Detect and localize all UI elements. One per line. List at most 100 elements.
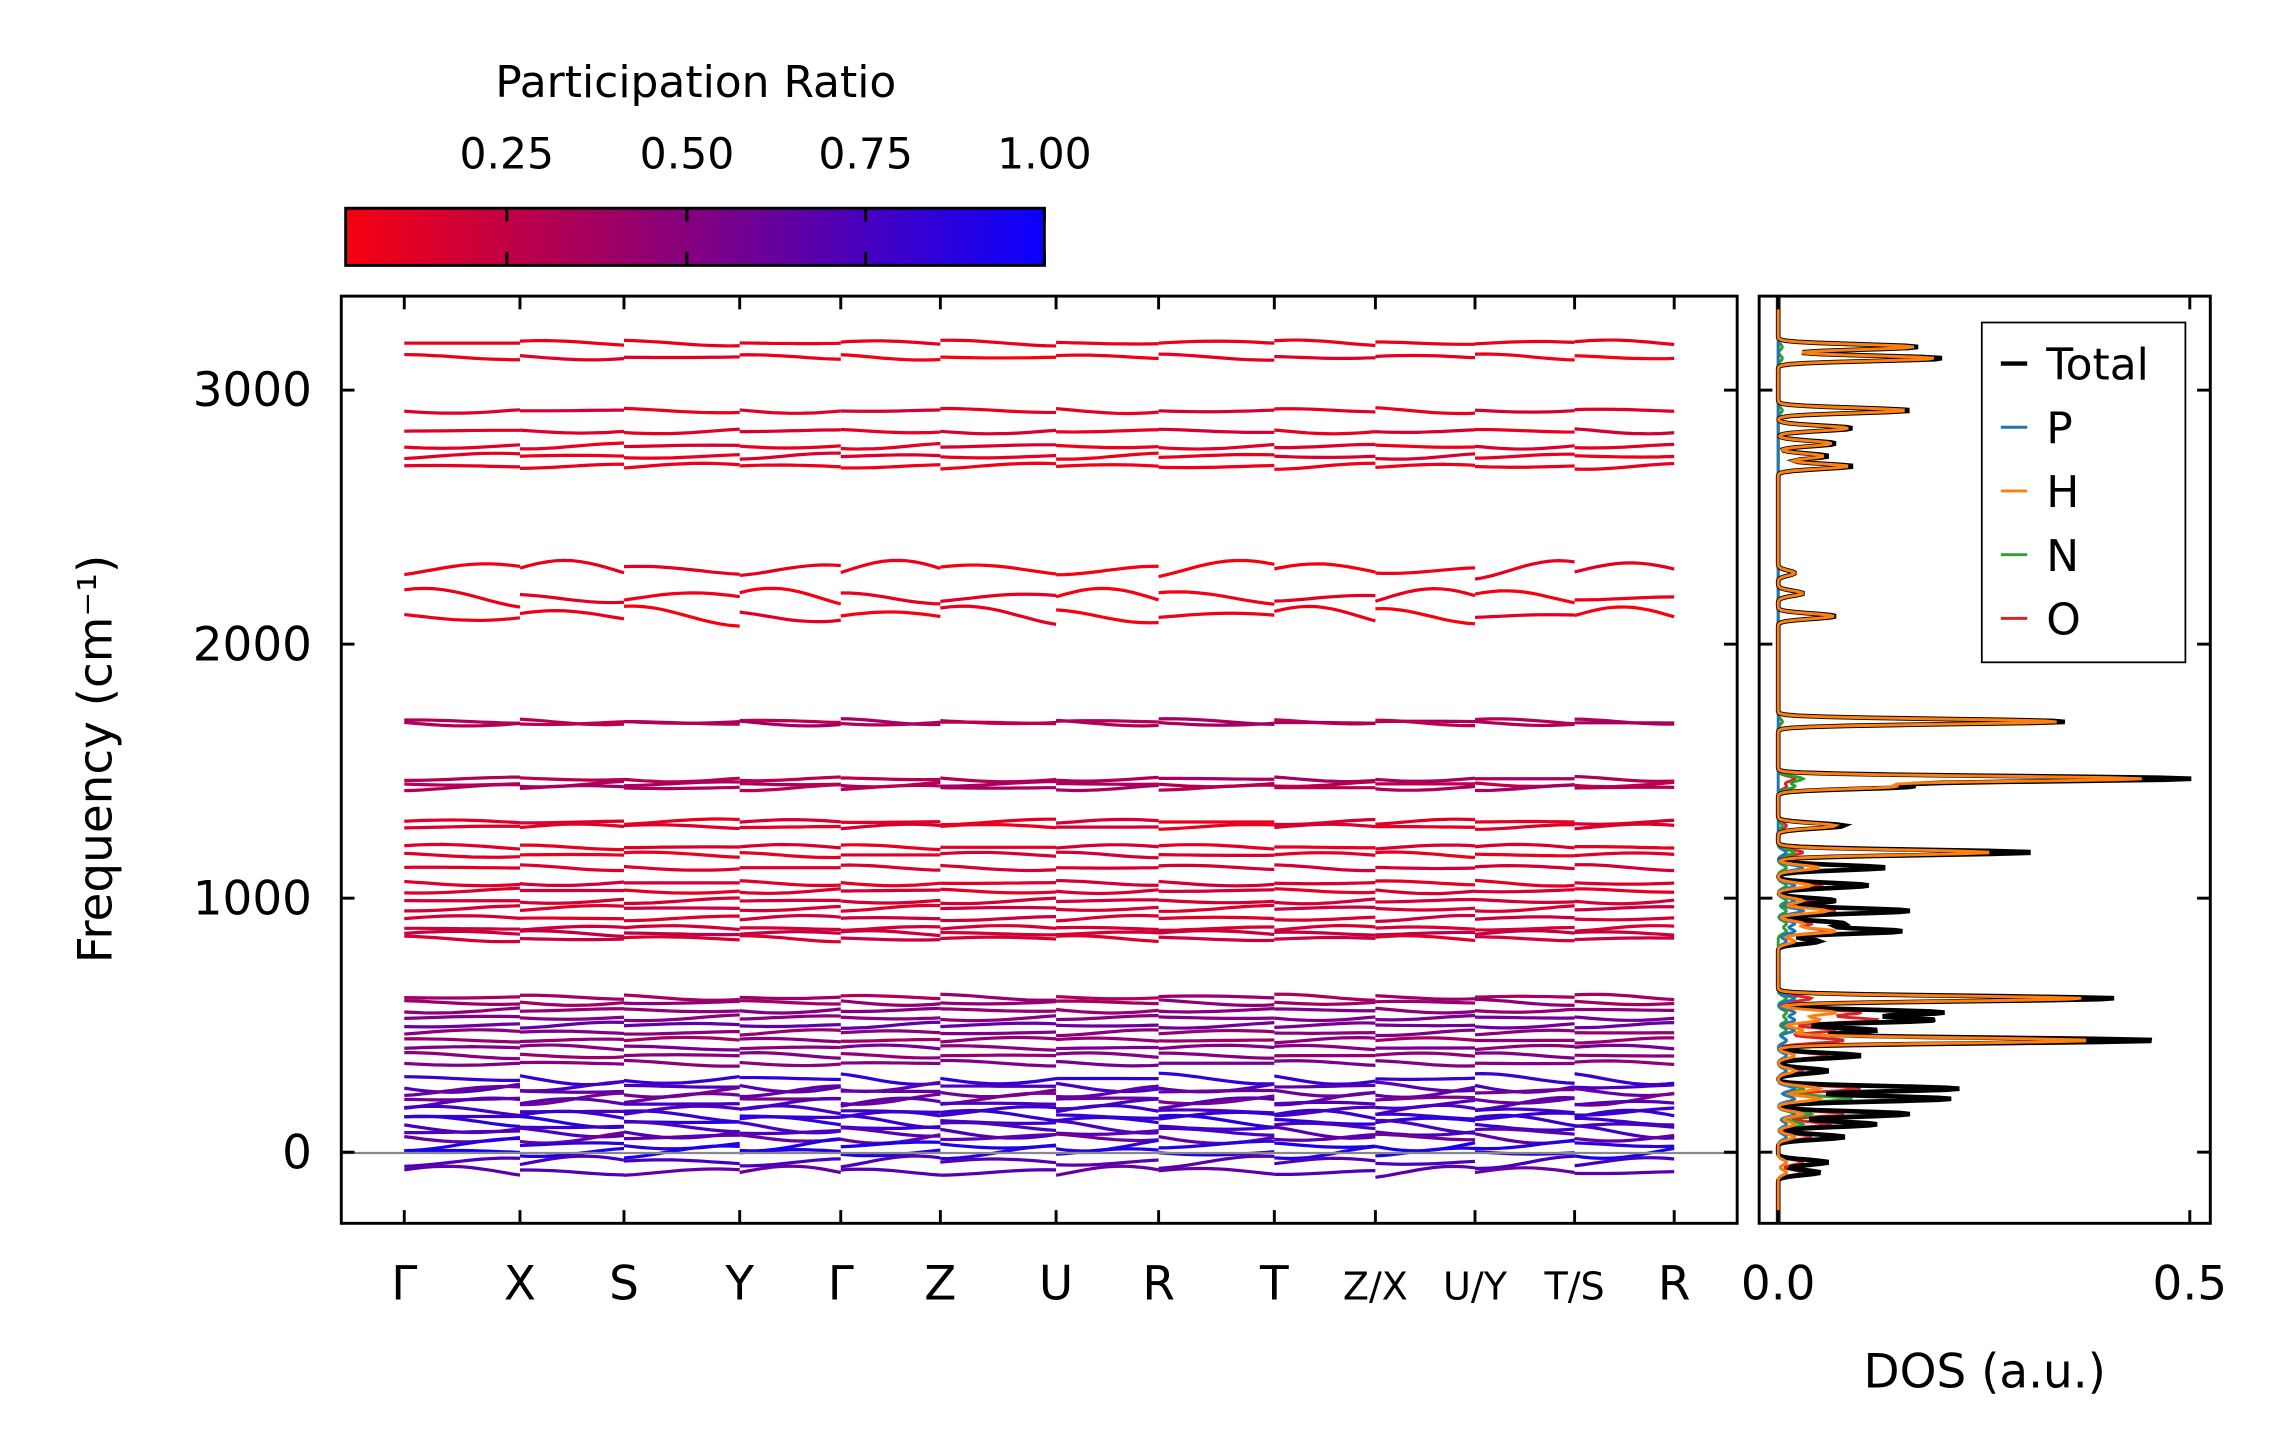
band-line [940, 896, 1057, 906]
band-line [404, 1148, 521, 1155]
band-line [739, 824, 841, 830]
y-tick-label: 1000 [193, 871, 312, 926]
band-line [1274, 851, 1376, 857]
band-line [1158, 1096, 1275, 1111]
band-line [623, 864, 740, 872]
band-line [840, 1020, 941, 1030]
band-line [623, 1053, 740, 1058]
band-line [1056, 934, 1159, 944]
band-line [1158, 929, 1275, 937]
band-line [1055, 1115, 1159, 1125]
legend-label: H [2046, 467, 2079, 518]
band-line [1574, 822, 1675, 831]
band-line [840, 720, 941, 727]
band-line [404, 851, 521, 859]
band-line [623, 845, 740, 850]
band-line [404, 824, 520, 830]
band-line [840, 1154, 941, 1169]
band-line [404, 720, 521, 728]
band-line [1055, 1103, 1159, 1114]
band-line [1574, 785, 1675, 790]
band-line [404, 929, 521, 936]
band-line [404, 1114, 521, 1129]
band-line [1056, 850, 1159, 860]
band-line [1474, 888, 1575, 894]
band-line [519, 776, 625, 782]
band-line [1474, 1107, 1575, 1115]
band-line [404, 586, 521, 609]
band-line [1474, 339, 1575, 346]
band-line [519, 558, 625, 575]
band-line [519, 916, 625, 921]
band-line [404, 1104, 521, 1118]
band-line [1375, 340, 1475, 346]
band-line [519, 428, 625, 435]
band-line [1375, 1023, 1476, 1028]
x-tick-label: S [609, 1256, 639, 1311]
band-line [1158, 1015, 1275, 1021]
band-line [519, 929, 625, 938]
band-line [940, 563, 1057, 576]
band-line [1274, 407, 1376, 414]
band-line [840, 843, 941, 852]
band-line [1055, 1164, 1159, 1177]
band-line [519, 897, 625, 905]
band-line [1158, 1071, 1275, 1086]
band-line [739, 408, 841, 415]
band-line [623, 924, 740, 932]
band-line [623, 604, 740, 628]
band-line [1474, 842, 1575, 850]
band-line [404, 879, 521, 888]
band-line [739, 719, 841, 728]
band-line [404, 562, 521, 577]
band-line [404, 842, 521, 851]
band-line [840, 776, 941, 782]
band-line [940, 428, 1057, 436]
legend-label: O [2046, 594, 2081, 645]
band-line [840, 441, 941, 451]
band-line [623, 931, 740, 937]
band-axes-frame [339, 294, 1739, 1225]
band-line [1158, 720, 1275, 727]
band-line [1274, 1021, 1376, 1029]
band-line [1574, 427, 1675, 436]
band-line [1274, 822, 1376, 830]
band-line [519, 1124, 625, 1130]
band-line [940, 905, 1057, 911]
band-line [1055, 608, 1159, 625]
band-line [1574, 1133, 1675, 1143]
band-line [940, 850, 1057, 858]
band-line [1055, 718, 1159, 728]
band-line [840, 427, 941, 435]
band-line [1055, 775, 1159, 783]
band-line [1055, 1059, 1159, 1068]
band-line [739, 842, 841, 850]
band-line [840, 999, 941, 1007]
band-line [1574, 905, 1675, 912]
band-line [1055, 817, 1159, 825]
band-line [840, 1037, 941, 1043]
band-line [940, 1000, 1057, 1006]
band-line [1375, 1095, 1476, 1102]
band-line [940, 822, 1057, 830]
band-line [840, 1140, 941, 1149]
band-line [1274, 897, 1376, 906]
band-line [1274, 1168, 1376, 1177]
band-line [1474, 1015, 1575, 1020]
band-lines [404, 338, 1675, 1179]
band-line [1158, 994, 1275, 1000]
band-line [1574, 454, 1675, 459]
band-line [623, 1133, 740, 1141]
x-tick-label: R [1658, 1256, 1691, 1311]
band-line [840, 408, 941, 413]
band-line [1574, 924, 1675, 933]
band-line [1474, 1113, 1575, 1128]
band-line [1158, 427, 1275, 434]
band-line [1474, 1043, 1575, 1052]
band-line [1158, 822, 1275, 831]
colorbar-tick-label: 0.50 [640, 131, 735, 180]
band-line [623, 1013, 740, 1023]
colorbar-tick-label: 0.75 [818, 131, 913, 180]
band-line [1274, 1125, 1376, 1140]
